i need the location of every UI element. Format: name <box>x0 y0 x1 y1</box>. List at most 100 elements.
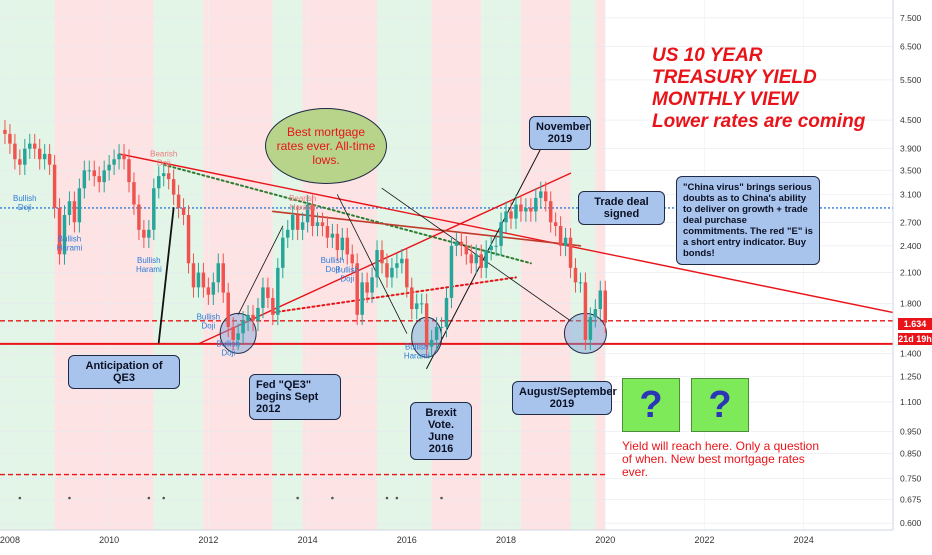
candle-body <box>8 133 12 144</box>
y-tick-label: 1.250 <box>900 371 922 381</box>
candle-body <box>176 194 181 208</box>
candle-pattern-label: Bullish Doji <box>335 266 359 284</box>
question-box-2: ? <box>691 378 749 432</box>
event-marker <box>385 496 389 500</box>
candle-body <box>593 309 598 318</box>
candle-body <box>246 314 250 321</box>
candle-body <box>201 272 206 288</box>
candle-body <box>112 159 116 165</box>
y-tick-label: 3.100 <box>900 190 922 200</box>
candle-body <box>256 307 260 321</box>
candle-body <box>464 245 469 255</box>
candle-pattern-label: Bullish Harami <box>57 235 83 253</box>
y-tick-label: 0.850 <box>900 449 922 459</box>
x-tick-label: 2010 <box>99 535 119 545</box>
candle-body <box>449 245 454 298</box>
candle-body <box>102 170 106 183</box>
pointer-line <box>237 225 284 316</box>
downtrend-line <box>118 153 894 314</box>
candle-body <box>375 250 379 278</box>
candle-body <box>484 250 488 268</box>
fed-qe3-callout: Fed "QE3" begins Sept 2012 <box>249 374 341 420</box>
qe3-anticipation-text: Anticipation of QE3 <box>85 360 163 384</box>
x-tick-label: 2020 <box>595 535 615 545</box>
candle-body <box>281 237 285 268</box>
candle-body <box>305 204 310 223</box>
current-price-tag: 1.634 <box>898 318 932 330</box>
candle-body <box>479 254 483 268</box>
aug-sep-callout: August/September 2019 <box>512 381 617 415</box>
x-tick-label: 2012 <box>198 535 218 545</box>
candle-body <box>32 143 37 149</box>
candle-body <box>534 197 538 212</box>
candle-body <box>28 143 32 149</box>
candle-body <box>548 201 553 223</box>
title-line-3: MONTHLY VIEW <box>652 89 799 110</box>
candle-body <box>335 233 340 251</box>
candle-body <box>196 272 201 288</box>
candle-body <box>568 237 573 268</box>
candle-pattern-label: Bullish Doji <box>321 256 345 274</box>
event-marker <box>296 496 299 500</box>
candle-body <box>429 339 434 347</box>
candle-body <box>286 229 290 238</box>
price-axis-panel <box>893 0 932 550</box>
candle-body <box>157 176 161 189</box>
countdown-value: 21d 19h <box>898 334 932 344</box>
bg-zone <box>0 0 55 530</box>
question-mark-2: ? <box>708 383 732 426</box>
candle-body <box>72 201 77 223</box>
candle-body <box>23 148 27 165</box>
yield-note-text: Yield will reach here. Only a question o… <box>622 439 819 479</box>
candle-body <box>117 153 121 160</box>
candle-body <box>211 282 216 295</box>
title-line-1: US 10 YEAR <box>652 45 763 66</box>
candle-body <box>171 179 176 195</box>
candle-body <box>414 303 419 310</box>
candle-body <box>340 237 345 251</box>
candle-body <box>276 267 280 315</box>
bg-zone <box>570 0 596 530</box>
x-tick-label: 2018 <box>496 535 516 545</box>
candle-body <box>553 222 558 227</box>
candle-body <box>18 159 22 165</box>
candle-body <box>77 188 82 223</box>
candle-body <box>380 250 384 264</box>
bg-zone <box>520 0 571 530</box>
candle-body <box>271 297 275 315</box>
candle-body <box>122 153 126 160</box>
candle-body <box>127 159 131 183</box>
candle-body <box>261 287 265 308</box>
y-tick-label: 2.400 <box>900 241 922 251</box>
candle-body <box>504 211 508 223</box>
candle-body <box>37 148 42 160</box>
y-tick-label: 2.700 <box>900 217 922 227</box>
candle-body <box>42 153 47 160</box>
best-rates-text: Best mortgage rates ever. All-time lows. <box>276 125 376 167</box>
aug-sep-text: August/September 2019 <box>519 386 617 410</box>
candle-pattern-label: Bullish Harami <box>136 256 162 274</box>
candle-body <box>186 214 191 264</box>
candle-body <box>350 254 354 264</box>
candle-body <box>216 263 221 283</box>
candle-body <box>107 164 111 171</box>
chart-title: US 10 YEAR TREASURY YIELD MONTHLY VIEW L… <box>652 45 865 133</box>
candle-body <box>161 173 166 177</box>
candle-body <box>67 201 72 215</box>
event-marker <box>331 496 334 500</box>
candle-body <box>405 258 409 288</box>
candle-body <box>57 207 62 255</box>
red-dotted-support <box>271 276 517 314</box>
rising-wedge-line <box>197 172 572 345</box>
china-virus-callout: "China virus" brings serious doubts as t… <box>676 176 820 265</box>
candle-body <box>181 207 186 215</box>
candle-body <box>52 164 57 208</box>
pointer-line <box>336 194 408 334</box>
candle-body <box>137 204 141 230</box>
candle-body <box>132 182 136 205</box>
candle-body <box>310 204 315 227</box>
y-tick-label: 1.400 <box>900 349 922 359</box>
candle-body <box>266 287 270 298</box>
x-tick-label: 2008 <box>0 535 20 545</box>
